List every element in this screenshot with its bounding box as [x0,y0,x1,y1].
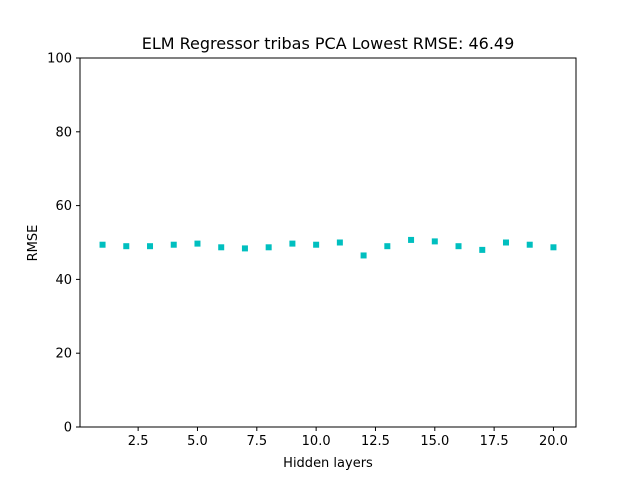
data-point [502,239,509,246]
x-tick-label: 2.5 [128,434,149,449]
data-point [455,243,462,250]
y-tick-label: 60 [55,199,72,214]
y-tick-label: 0 [64,421,72,436]
x-tick-label: 10.0 [302,434,331,449]
data-point [170,241,177,248]
data-point [550,244,557,251]
data-point [431,238,438,245]
y-axis-label: RMSE [26,225,41,262]
data-point [479,246,486,253]
x-tick-label: 17.5 [480,434,509,449]
data-point [241,245,248,252]
data-point [194,240,201,247]
data-point [123,243,130,250]
x-tick-label: 5.0 [187,434,208,449]
data-point [218,244,225,251]
data-points [99,236,557,259]
y-axis-ticks: 0 20 40 60 80 100 [47,52,80,436]
data-point [147,243,154,250]
plot-frame [79,57,577,428]
y-tick-label: 80 [55,125,72,140]
data-point [360,252,367,259]
y-tick-label: 20 [55,347,72,362]
data-point [408,236,415,243]
data-point [526,241,533,248]
x-axis-ticks: 2.5 5.0 7.5 10.0 12.5 15.0 17.5 20.0 [128,427,568,449]
data-point [99,241,106,248]
x-tick-label: 7.5 [246,434,267,449]
data-point [313,241,320,248]
data-point [289,240,296,247]
x-tick-label: 12.5 [361,434,390,449]
y-tick-label: 100 [47,52,72,67]
x-tick-label: 15.0 [420,434,449,449]
plot-area [80,58,576,427]
x-axis-label: Hidden layers [283,456,373,471]
chart-title: ELM Regressor tribas PCA Lowest RMSE: 46… [142,34,515,53]
x-tick-label: 20.0 [539,434,568,449]
y-tick-label: 40 [55,273,72,288]
data-point [265,244,272,251]
data-point [384,243,391,250]
data-point [336,239,343,246]
